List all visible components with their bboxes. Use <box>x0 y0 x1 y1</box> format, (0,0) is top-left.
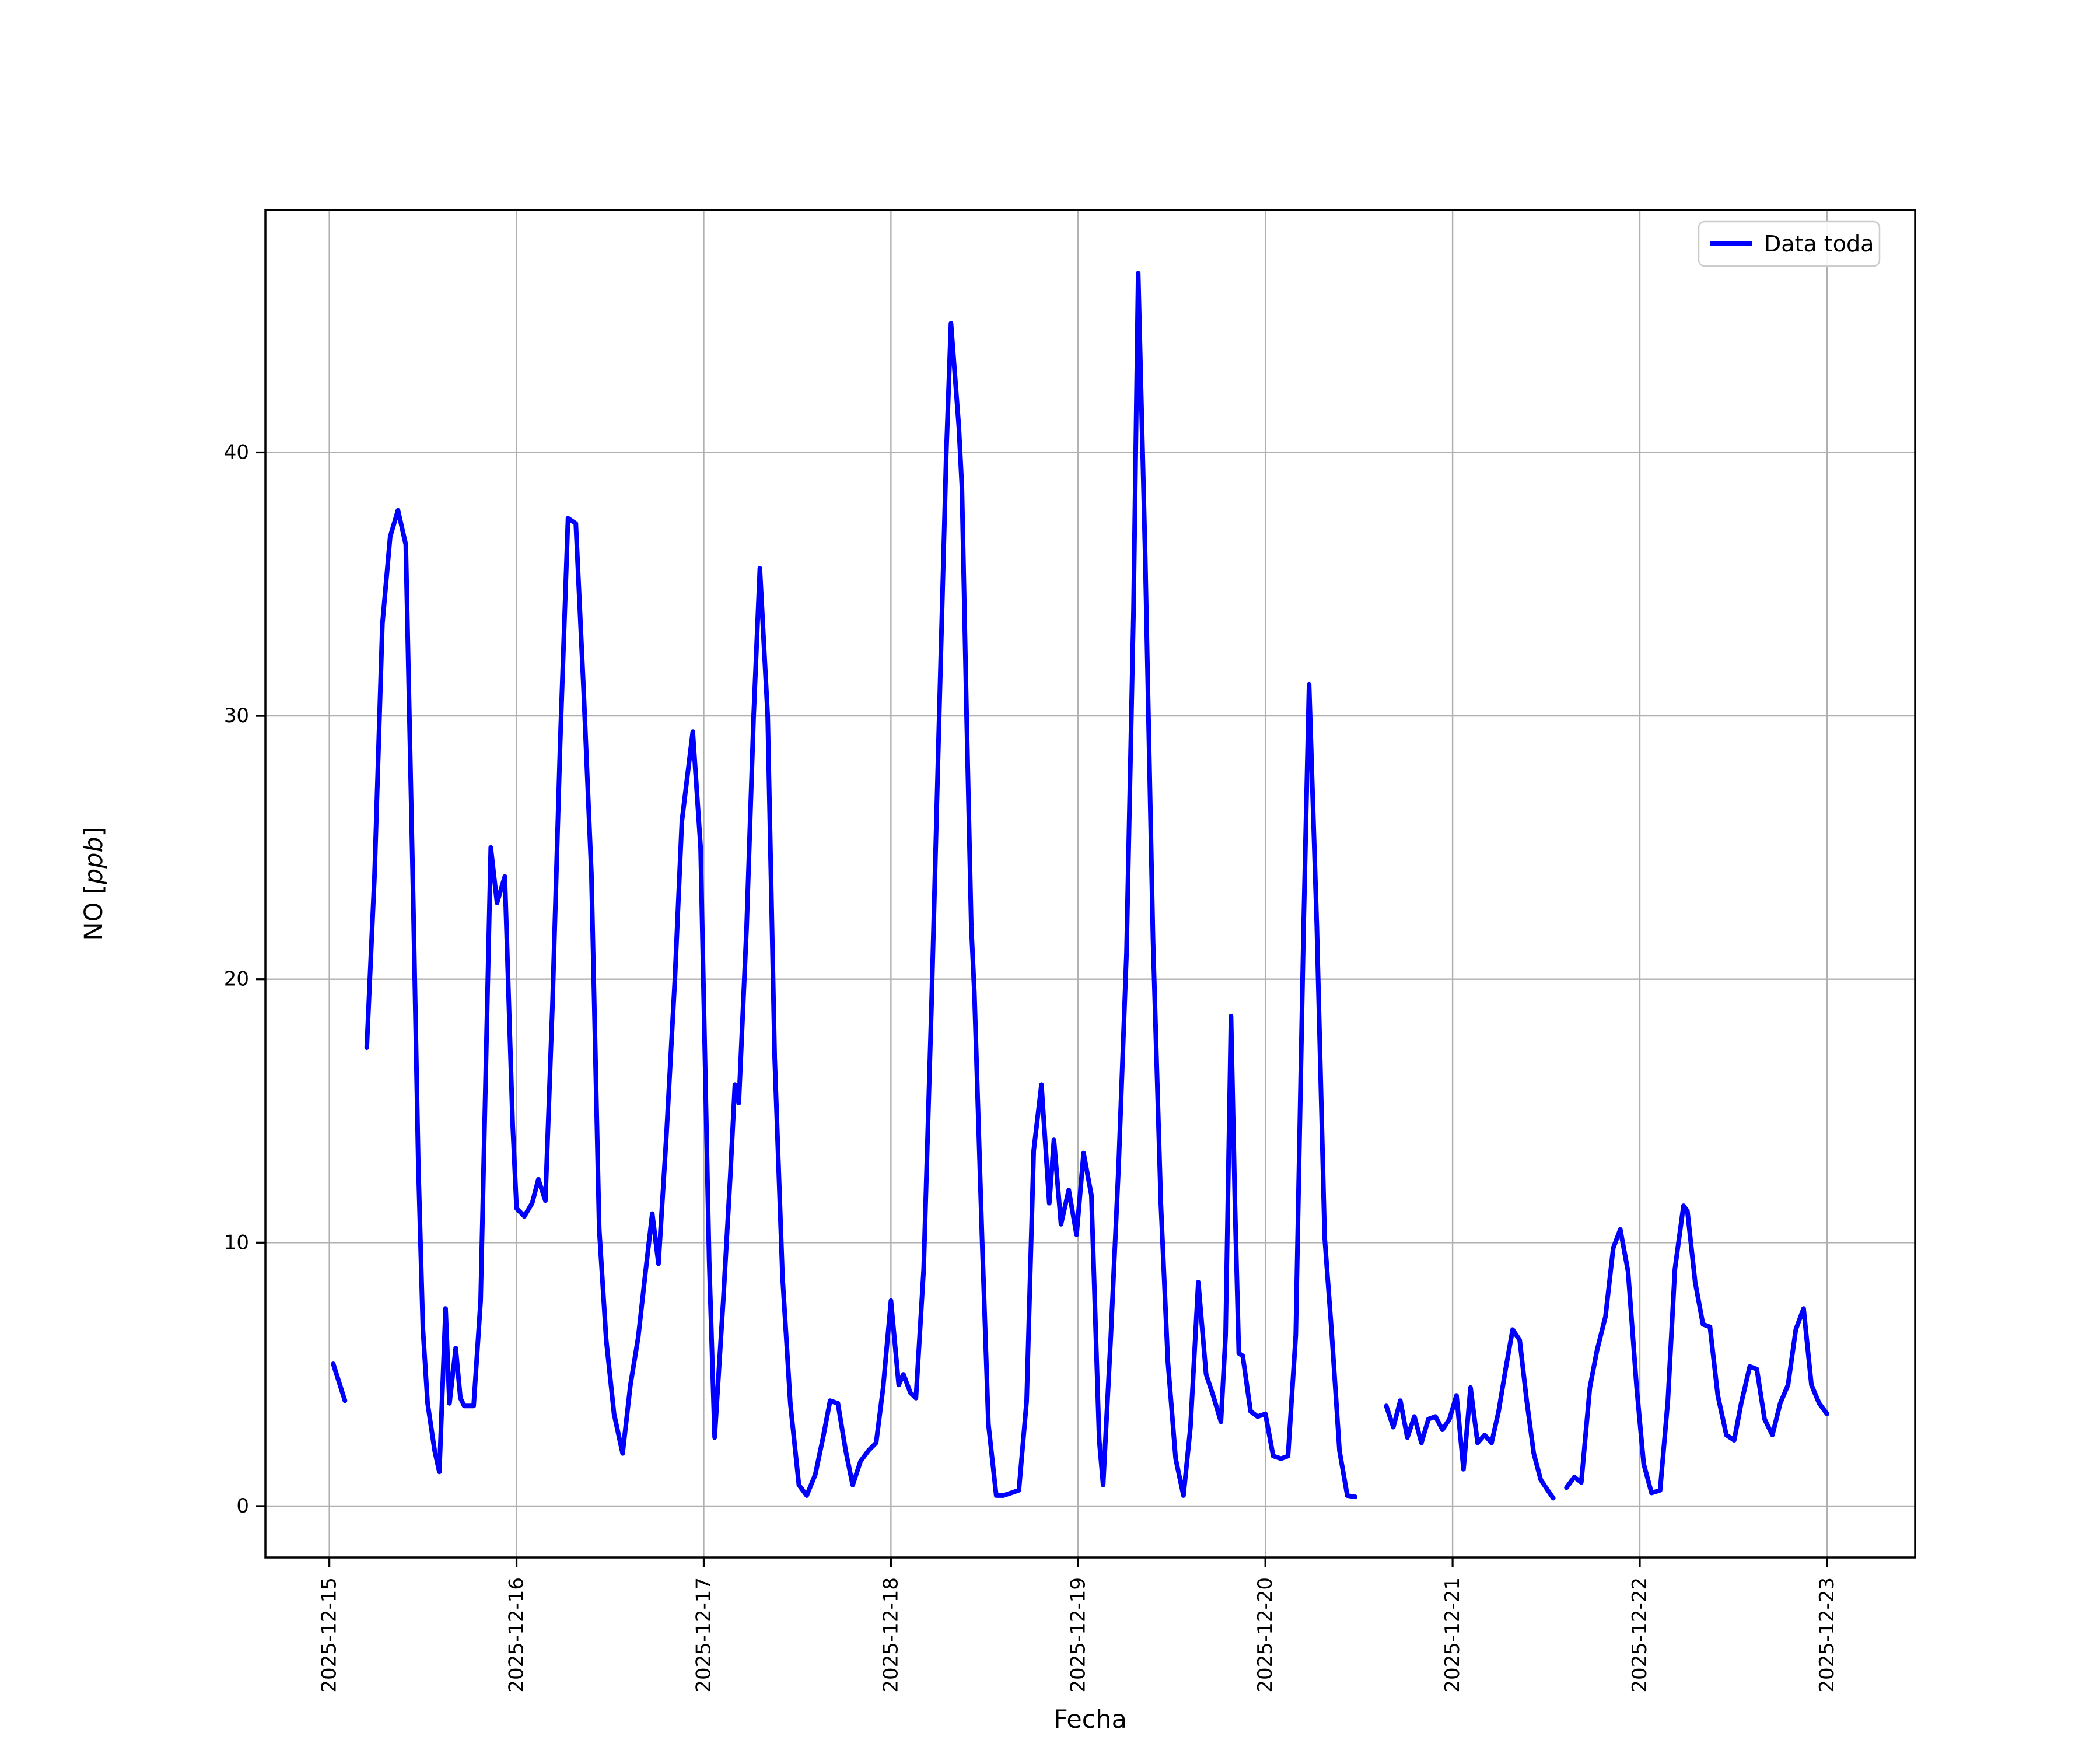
legend-box <box>1698 220 1881 267</box>
plot-area <box>265 210 1915 1558</box>
data-line-segment <box>364 271 1357 1500</box>
x-tick-label: 2025-12-17 <box>692 1577 715 1693</box>
plot-border <box>264 209 1916 1559</box>
x-tick-label: 2025-12-16 <box>505 1577 528 1693</box>
y-axis-label: NO [ppb] <box>79 827 108 940</box>
y-tick-label: 40 <box>224 440 249 464</box>
data-line-segment <box>331 1362 348 1404</box>
legend-label: Data toda <box>1764 231 1874 257</box>
x-axis-label: Fecha <box>1054 1705 1127 1734</box>
x-tick-label: 2025-12-21 <box>1441 1577 1464 1693</box>
gridlines <box>265 210 1915 1558</box>
y-tick-label: 20 <box>224 968 249 991</box>
x-tick-label: 2025-12-18 <box>879 1577 902 1693</box>
x-tick-label: 2025-12-22 <box>1628 1577 1651 1693</box>
y-tick-label: 10 <box>224 1231 249 1254</box>
legend[interactable]: Data toda <box>1698 220 1881 267</box>
y-tick-label: 0 <box>236 1494 249 1518</box>
x-tick-label: 2025-12-20 <box>1254 1577 1277 1693</box>
x-tick-label: 2025-12-15 <box>318 1577 341 1693</box>
data-line-segment <box>1384 1327 1556 1501</box>
tick-marks-and-labels: 2025-12-15 2025-12-16 2025-12-17 2025-12-18… <box>224 440 1839 1692</box>
data-line-segment <box>1564 1203 1829 1496</box>
x-tick-label: 2025-12-19 <box>1066 1577 1090 1693</box>
data-series-layer <box>331 271 1829 1501</box>
y-tick-label: 30 <box>224 704 249 727</box>
axes-spines <box>264 209 1916 1559</box>
x-tick-label: 2025-12-23 <box>1815 1577 1839 1693</box>
